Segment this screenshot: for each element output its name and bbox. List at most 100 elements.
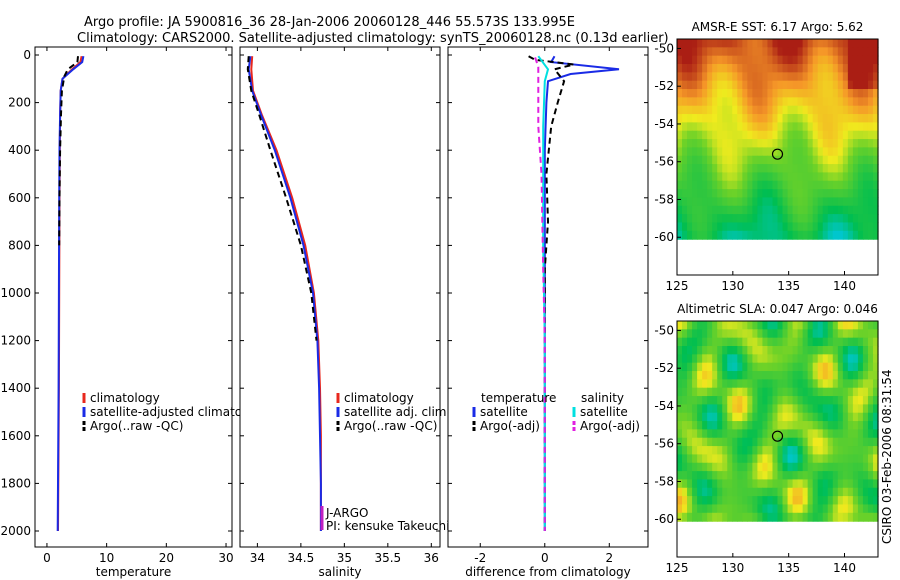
sla-map-cell — [727, 487, 733, 497]
sla-map-cell — [677, 354, 683, 364]
sla-map-cell — [857, 396, 864, 405]
sst-map-cell — [727, 80, 733, 90]
sla-map-cell — [832, 337, 839, 347]
sla-map-cell — [737, 446, 743, 456]
sst-map-cell — [777, 72, 784, 82]
sst-map-cell — [812, 122, 819, 132]
sla-map-cell — [752, 379, 759, 389]
sla-map-cell — [712, 337, 718, 347]
sla-map-cell — [797, 404, 804, 414]
sla-map-cell — [817, 437, 824, 447]
sst-map-cell — [802, 197, 809, 207]
sla-map-cell — [862, 404, 869, 414]
sst-map-cell — [742, 89, 748, 98]
sla-map-cell — [757, 362, 764, 372]
sst-map-cell — [747, 39, 753, 48]
sla-map-cell — [792, 346, 799, 355]
temperature-legend-label: satellite-adjusted climatolog — [90, 405, 260, 419]
sla-map-cell — [772, 321, 779, 330]
sst-map-cell — [807, 39, 814, 48]
sst-map-cell — [682, 55, 688, 65]
sst-map-cell — [817, 139, 824, 148]
sst-map-cell — [792, 155, 799, 165]
sst-map-cell — [857, 222, 864, 232]
sst-map-cell — [787, 205, 794, 215]
sst-map-cell — [712, 230, 718, 240]
temperature-xtick-label: 30 — [218, 551, 233, 565]
sst-map-cell — [747, 55, 753, 65]
sst-map-cell — [747, 222, 753, 232]
sla-map-cell — [852, 412, 859, 422]
sla-map-cell — [872, 346, 879, 355]
sla-map-cell — [752, 421, 759, 430]
sla-map-cell — [742, 329, 748, 339]
sla-map-cell — [707, 446, 713, 456]
sst-map-cell — [727, 55, 733, 65]
sla-map-cell — [852, 354, 859, 364]
sst-map-cell — [842, 47, 849, 57]
sst-map-cell — [697, 222, 703, 232]
sst-map-cell — [732, 164, 738, 174]
sla-map-cell — [742, 404, 748, 414]
sst-map-cell — [867, 105, 874, 115]
difference-temperature-legend-label: Argo(-adj) — [480, 419, 540, 433]
sst-map-cell — [842, 205, 849, 215]
sla-map-cell — [687, 387, 693, 397]
sla-map-cell — [737, 512, 743, 522]
sla-map-cell — [737, 479, 743, 489]
sla-map-cell — [777, 379, 784, 389]
sst-map-cell — [857, 147, 864, 157]
sst-map-cell — [782, 89, 789, 98]
sst-map-cell — [837, 222, 844, 232]
sst-map-cell — [692, 97, 698, 107]
sla-map-cell — [757, 487, 764, 497]
sst-map-cell — [717, 39, 723, 48]
sst-map-cell — [842, 72, 849, 82]
sst-map-cell — [852, 222, 859, 232]
sla-map-cell — [767, 371, 774, 380]
sst-map-cell — [697, 230, 703, 240]
sla-map-cell — [737, 396, 743, 405]
sst-map-cell — [812, 197, 819, 207]
sst-map-cell — [807, 222, 814, 232]
sst-map-cell — [742, 97, 748, 107]
sla-map-cell — [677, 471, 683, 481]
sla-map-cell — [752, 321, 759, 330]
sst-map-cell — [767, 230, 774, 240]
sst-map-xtick-label: 140 — [833, 279, 856, 293]
sla-map-cell — [822, 479, 829, 489]
sla-map-cell — [812, 487, 819, 497]
sla-map-cell — [777, 412, 784, 422]
sla-map-cell — [777, 329, 784, 339]
sla-map-cell — [702, 362, 708, 372]
sst-map-cell — [737, 105, 743, 115]
sla-map-cell — [687, 337, 693, 347]
sst-map-cell — [687, 230, 693, 240]
sst-map-cell — [837, 189, 844, 199]
sla-map-cell — [797, 371, 804, 380]
sla-map-cell — [732, 337, 738, 347]
sst-map-cell — [817, 80, 824, 90]
sla-map-cell — [777, 504, 784, 514]
sst-map-cell — [677, 55, 683, 65]
sst-map-cell — [822, 147, 829, 157]
sst-map-cell — [697, 105, 703, 115]
sst-map-cell — [797, 230, 804, 240]
sst-map-cell — [702, 89, 708, 98]
sla-map-cell — [722, 387, 728, 397]
sst-map-cell — [717, 180, 723, 190]
sla-map-cell — [762, 446, 769, 456]
sst-map-xtick-label: 125 — [666, 279, 689, 293]
sst-map-cell — [737, 72, 743, 82]
sla-map-cell — [807, 446, 814, 456]
sst-map-cell — [837, 122, 844, 132]
sla-map-cell — [832, 454, 839, 464]
sst-map-cell — [832, 180, 839, 190]
sst-map-cell — [787, 155, 794, 165]
sst-map-cell — [697, 180, 703, 190]
depth-tick-label: 1600 — [0, 429, 31, 443]
sla-map-cell — [752, 487, 759, 497]
sst-map-cell — [822, 139, 829, 148]
sst-map-cell — [742, 80, 748, 90]
sla-map-cell — [792, 454, 799, 464]
